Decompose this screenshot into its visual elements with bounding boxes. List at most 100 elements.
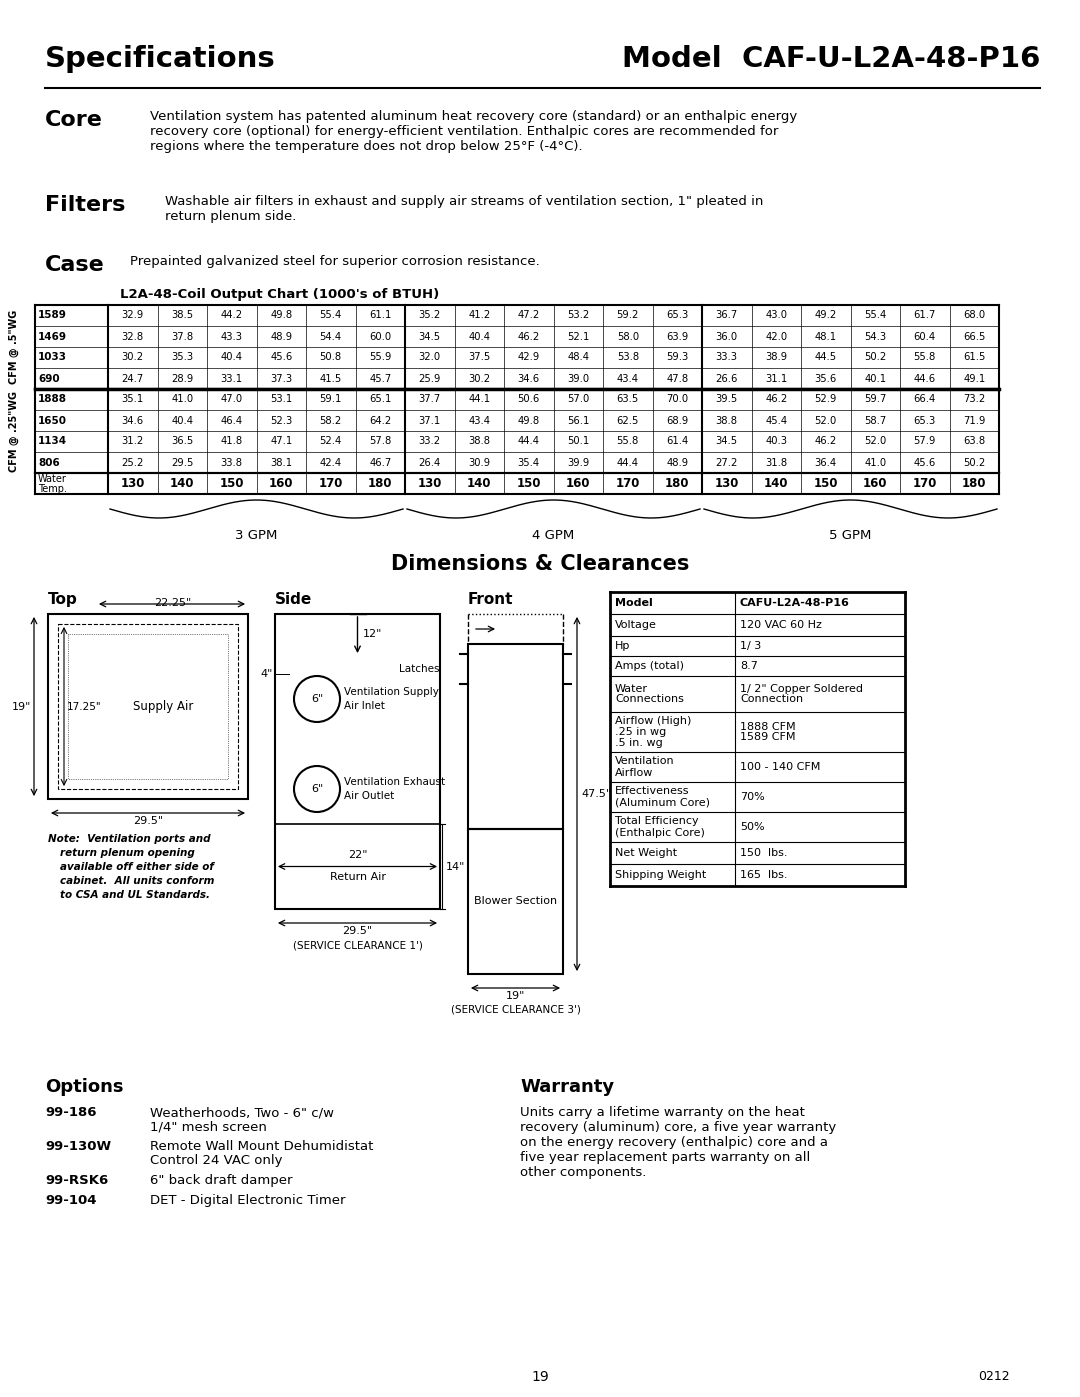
Text: 29.5": 29.5" [133, 816, 163, 826]
Text: 36.7: 36.7 [716, 310, 738, 320]
Bar [68, 634, 228, 780]
Text: Latches: Latches [400, 664, 440, 673]
Text: (SERVICE CLEARANCE 3'): (SERVICE CLEARANCE 3') [450, 1004, 580, 1016]
Text: 41.5: 41.5 [320, 373, 342, 384]
Text: 52.9: 52.9 [814, 394, 837, 405]
Text: 49.1: 49.1 [963, 373, 985, 384]
Text: CFM @ .5"WG: CFM @ .5"WG [9, 310, 19, 384]
Text: 48.9: 48.9 [270, 331, 293, 341]
Text: 43.0: 43.0 [766, 310, 787, 320]
Text: 34.6: 34.6 [122, 415, 144, 426]
Text: Options: Options [45, 1078, 123, 1097]
Text: 170: 170 [913, 476, 937, 490]
Text: 99-186: 99-186 [45, 1106, 96, 1119]
Bar [48, 615, 248, 799]
Text: 6" back draft damper: 6" back draft damper [150, 1173, 293, 1187]
Text: 1033: 1033 [38, 352, 67, 362]
Text: 690: 690 [38, 373, 59, 384]
Text: 71.9: 71.9 [963, 415, 985, 426]
Text: 130: 130 [715, 476, 739, 490]
Text: 45.6: 45.6 [914, 457, 936, 468]
Text: 59.2: 59.2 [617, 310, 639, 320]
Text: 4": 4" [260, 669, 273, 679]
Text: 41.2: 41.2 [468, 310, 490, 320]
Text: 50%: 50% [740, 821, 765, 833]
Text: 60.4: 60.4 [914, 331, 935, 341]
Text: 57.9: 57.9 [914, 436, 936, 447]
Text: 48.9: 48.9 [666, 457, 688, 468]
Text: 40.4: 40.4 [469, 331, 490, 341]
Text: 44.6: 44.6 [914, 373, 935, 384]
Text: 73.2: 73.2 [963, 394, 985, 405]
Text: 49.8: 49.8 [517, 415, 540, 426]
Text: 54.4: 54.4 [320, 331, 341, 341]
Text: Connections: Connections [615, 694, 684, 704]
Text: 31.8: 31.8 [766, 457, 787, 468]
Text: 29.5": 29.5" [342, 926, 373, 936]
Text: Supply Air: Supply Air [133, 700, 193, 712]
Text: Weatherhoods, Two - 6" c/w: Weatherhoods, Two - 6" c/w [150, 1106, 334, 1119]
Text: 36.5: 36.5 [171, 436, 193, 447]
Text: (Enthalpic Core): (Enthalpic Core) [615, 827, 705, 837]
Text: Washable air filters in exhaust and supply air streams of ventilation section, 1: Washable air filters in exhaust and supp… [165, 196, 764, 224]
Text: Ventilation system has patented aluminum heat recovery core (standard) or an ent: Ventilation system has patented aluminum… [150, 110, 797, 154]
Text: 52.4: 52.4 [320, 436, 342, 447]
Bar [275, 615, 440, 909]
Text: 60.0: 60.0 [369, 331, 391, 341]
Text: 3 GPM: 3 GPM [235, 529, 278, 542]
Text: 46.7: 46.7 [369, 457, 391, 468]
Text: Air Inlet: Air Inlet [345, 701, 384, 711]
Text: 44.4: 44.4 [617, 457, 638, 468]
Text: 150: 150 [219, 476, 244, 490]
Text: 57.0: 57.0 [567, 394, 590, 405]
Text: 33.8: 33.8 [220, 457, 243, 468]
Text: 46.4: 46.4 [220, 415, 243, 426]
Text: 56.1: 56.1 [567, 415, 590, 426]
Text: 35.4: 35.4 [517, 457, 540, 468]
Text: 1888 CFM: 1888 CFM [740, 721, 796, 732]
Text: 53.2: 53.2 [567, 310, 590, 320]
Text: Model: Model [615, 598, 652, 608]
Text: 140: 140 [170, 476, 194, 490]
Text: Return Air: Return Air [329, 873, 386, 883]
Text: 25.9: 25.9 [419, 373, 441, 384]
Text: 43.4: 43.4 [469, 415, 490, 426]
Text: 34.6: 34.6 [517, 373, 540, 384]
Text: Specifications: Specifications [45, 45, 275, 73]
Text: 180: 180 [665, 476, 689, 490]
Text: .5 in. wg: .5 in. wg [615, 738, 663, 747]
Text: 50.6: 50.6 [517, 394, 540, 405]
Text: 29.5: 29.5 [171, 457, 193, 468]
Text: (SERVICE CLEARANCE 1'): (SERVICE CLEARANCE 1') [293, 940, 422, 950]
Text: 180: 180 [368, 476, 392, 490]
Text: Shipping Weight: Shipping Weight [615, 870, 706, 880]
Text: Filters: Filters [45, 196, 125, 215]
Text: 50.2: 50.2 [864, 352, 887, 362]
Text: 42.9: 42.9 [517, 352, 540, 362]
Text: 70%: 70% [740, 792, 765, 802]
Text: Air Outlet: Air Outlet [345, 791, 394, 800]
Text: 52.1: 52.1 [567, 331, 590, 341]
Text: 180: 180 [962, 476, 986, 490]
Text: 32.8: 32.8 [122, 331, 144, 341]
Text: 806: 806 [38, 457, 59, 468]
Text: Blower Section: Blower Section [474, 897, 557, 907]
Text: 48.1: 48.1 [814, 331, 837, 341]
Text: 55.8: 55.8 [617, 436, 639, 447]
Text: 37.3: 37.3 [270, 373, 293, 384]
Text: 49.2: 49.2 [814, 310, 837, 320]
Text: Connection: Connection [740, 694, 804, 704]
Text: 35.6: 35.6 [814, 373, 837, 384]
Text: 14": 14" [446, 862, 465, 872]
Text: 43.3: 43.3 [220, 331, 243, 341]
Text: 0212: 0212 [978, 1370, 1010, 1383]
Text: 47.2: 47.2 [517, 310, 540, 320]
Text: Hp: Hp [615, 641, 631, 651]
Text: 59.3: 59.3 [666, 352, 688, 362]
Bar [275, 824, 440, 909]
Text: Ventilation Exhaust: Ventilation Exhaust [345, 777, 445, 787]
Text: 33.2: 33.2 [419, 436, 441, 447]
Text: 130: 130 [121, 476, 145, 490]
Text: 46.2: 46.2 [765, 394, 787, 405]
Text: 40.4: 40.4 [172, 415, 193, 426]
